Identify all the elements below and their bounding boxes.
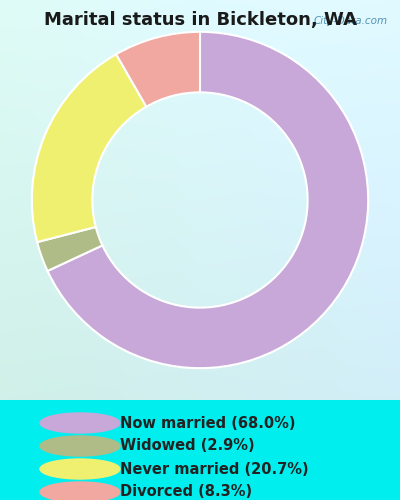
Text: Now married (68.0%): Now married (68.0%) [120,416,296,430]
Text: Marital status in Bickleton, WA: Marital status in Bickleton, WA [44,11,356,29]
Circle shape [40,482,120,500]
Circle shape [40,459,120,479]
Wedge shape [116,32,200,106]
Text: Divorced (8.3%): Divorced (8.3%) [120,484,252,500]
Circle shape [40,413,120,433]
Wedge shape [37,227,102,271]
Text: Never married (20.7%): Never married (20.7%) [120,462,309,476]
Wedge shape [48,32,368,368]
Circle shape [40,436,120,456]
Text: City-Data.com: City-Data.com [314,16,388,26]
Wedge shape [32,54,146,242]
Text: Widowed (2.9%): Widowed (2.9%) [120,438,255,454]
